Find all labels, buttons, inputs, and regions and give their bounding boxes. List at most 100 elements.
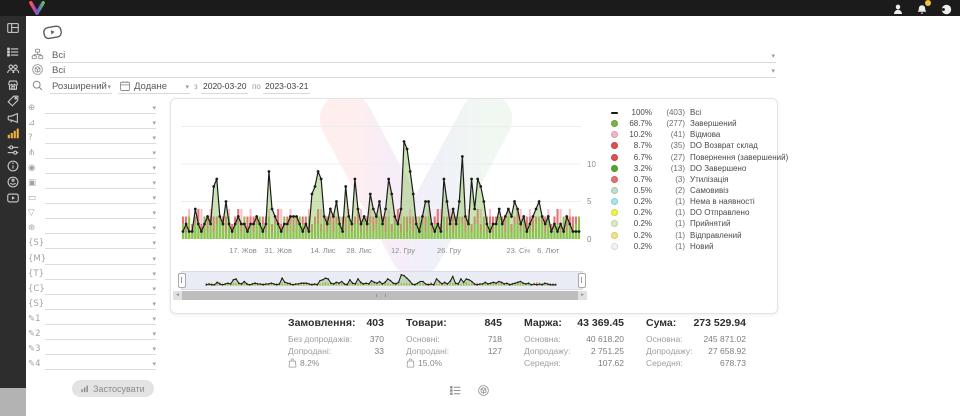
bell-icon[interactable]	[917, 2, 928, 13]
chart-scrollbar[interactable]: ◂ ▸	[173, 291, 587, 300]
filter-select[interactable]	[45, 116, 156, 129]
info-icon[interactable]	[6, 159, 20, 173]
brush-handle-right[interactable]	[578, 273, 586, 288]
scroll-right-icon[interactable]: ▸	[578, 291, 587, 300]
date-field-select[interactable]: Додане ▾	[118, 80, 190, 94]
legend-item[interactable]: 100% (403) Всі	[611, 107, 771, 118]
filter-select[interactable]	[45, 252, 156, 265]
legend-item[interactable]: 10.2% (41) Відмова	[611, 129, 771, 140]
filter-row[interactable]: ⊿	[28, 114, 156, 129]
filter-row[interactable]: ▣	[28, 174, 156, 189]
filter-icon: ⋔	[28, 148, 45, 159]
filter-select[interactable]	[45, 146, 156, 159]
filter-select[interactable]	[45, 176, 156, 189]
video-help-icon[interactable]	[42, 24, 63, 45]
integrations-icon[interactable]	[6, 143, 20, 157]
dashboard-icon[interactable]	[6, 21, 20, 35]
legend-item[interactable]: 0.2% (1) DO Отправлено	[611, 207, 771, 218]
legend-item[interactable]: 0.2% (1) Новий	[611, 241, 771, 252]
legend-item[interactable]: 0.2% (1) Відправлений	[611, 230, 771, 241]
search-icon[interactable]	[31, 79, 45, 93]
filter-row[interactable]: ⊕	[28, 99, 156, 114]
bag-icon	[288, 358, 297, 368]
filter-row[interactable]: ⊛	[28, 219, 156, 234]
brush-navigator[interactable]	[181, 271, 583, 290]
brush-handle-left[interactable]	[178, 273, 186, 288]
filter-row[interactable]: ✎2	[28, 325, 156, 340]
filter-select[interactable]	[45, 191, 156, 204]
apply-button[interactable]: Застосувати	[72, 380, 154, 397]
legend-item[interactable]: 0.2% (1) Нема в наявності	[611, 196, 771, 207]
legend-swatch	[611, 165, 618, 172]
filter-select[interactable]	[45, 342, 156, 355]
date-to-input[interactable]: 2023-03-21	[263, 80, 310, 94]
filter-select[interactable]	[45, 327, 156, 340]
legend-percent: 68.7%	[623, 119, 652, 128]
stat-value: 845	[484, 317, 502, 329]
filter-select[interactable]	[45, 236, 156, 249]
filter-row[interactable]: ⋔	[28, 144, 156, 159]
search-mode-select[interactable]: Розширений ▾	[50, 80, 112, 94]
chat-icon[interactable]	[893, 2, 904, 13]
filter-select[interactable]	[45, 282, 156, 295]
chevron-down-icon: ▾	[107, 83, 111, 91]
chart-card: 1050 17. Жов31. Жов14. Лис28. Лис12. Гру…	[170, 98, 778, 314]
legend-item[interactable]: 6.7% (27) Повернення (завершений)	[611, 152, 771, 163]
filter-row[interactable]: ✎4	[28, 355, 156, 370]
package-view-icon[interactable]	[477, 384, 490, 397]
filter-row[interactable]: {S}	[28, 295, 156, 310]
legend-swatch	[611, 154, 618, 161]
product-filter-select[interactable]: Всі ▾	[50, 64, 776, 78]
filter-select[interactable]	[45, 101, 156, 114]
analytics-icon[interactable]	[6, 126, 20, 140]
filter-select[interactable]	[45, 221, 156, 234]
filter-row[interactable]: ?	[28, 129, 156, 144]
filter-select[interactable]	[45, 267, 156, 280]
date-from-input[interactable]: 2020-03-20	[201, 80, 248, 94]
legend-item[interactable]: 3.2% (13) DO Завершено	[611, 163, 771, 174]
legend-label: Відмова	[690, 130, 720, 139]
video-tutorials-icon[interactable]	[6, 191, 20, 205]
promotions-icon[interactable]	[6, 94, 20, 108]
avatar-icon[interactable]	[941, 2, 952, 13]
customers-icon[interactable]	[6, 62, 20, 76]
status-filter-select[interactable]: Всі ▾	[50, 49, 776, 63]
scroll-left-icon[interactable]: ◂	[173, 291, 182, 300]
analytics-page: Всі ▾ Всі ▾ Розширений ▾ Додане ▾ з 2020…	[0, 0, 960, 416]
legend-item[interactable]: 0.2% (1) Прийнятий	[611, 218, 771, 229]
store-icon[interactable]	[6, 78, 20, 92]
filter-row[interactable]: {C}	[28, 280, 156, 295]
list-view-icon[interactable]	[449, 384, 462, 397]
stat-sub-label: Основні:	[406, 333, 440, 345]
scrollbar-thumb[interactable]	[182, 291, 578, 300]
legend-item[interactable]: 8.7% (35) DO Возврат склад	[611, 140, 771, 151]
filter-row[interactable]: ◉	[28, 159, 156, 174]
legend-item[interactable]: 0.7% (3) Утилізація	[611, 174, 771, 185]
legend-count: (1)	[658, 219, 685, 228]
support-icon[interactable]	[6, 175, 20, 189]
legend-item[interactable]: 0.5% (2) Самовивіз	[611, 185, 771, 196]
filter-select[interactable]	[45, 357, 156, 370]
stat-sub-label: Середня:	[524, 357, 561, 369]
filter-row[interactable]: ✎3	[28, 340, 156, 355]
legend-item[interactable]: 68.7% (277) Завершений	[611, 118, 771, 129]
orders-list-icon[interactable]	[6, 45, 20, 59]
filter-row[interactable]: {M}	[28, 249, 156, 264]
filter-row[interactable]: ✎1	[28, 310, 156, 325]
filter-select[interactable]	[45, 161, 156, 174]
filter-select[interactable]	[45, 206, 156, 219]
stat-sub-value: 33	[375, 345, 384, 357]
filter-select[interactable]	[45, 297, 156, 310]
filter-select[interactable]	[45, 131, 156, 144]
filter-row[interactable]: {T}	[28, 265, 156, 280]
legend-count: (35)	[658, 141, 685, 150]
filter-select[interactable]	[45, 312, 156, 325]
broadcasts-icon[interactable]	[6, 111, 20, 125]
legend-label: Відправлений	[690, 231, 742, 240]
filter-row[interactable]: {S}	[28, 234, 156, 249]
filter-row[interactable]: ▭	[28, 189, 156, 204]
orders-chart	[181, 105, 581, 255]
filter-row[interactable]: ▽	[28, 204, 156, 219]
stat-title: Замовлення:	[288, 317, 355, 329]
legend-count: (1)	[658, 197, 685, 206]
